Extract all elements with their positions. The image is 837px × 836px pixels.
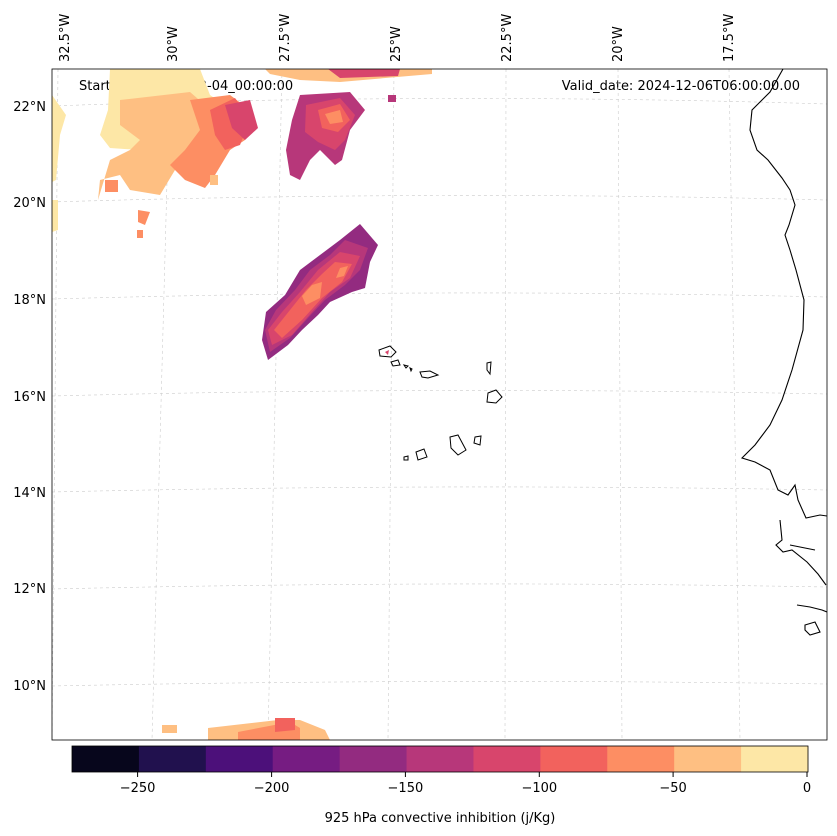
valid-date-label: Valid_date: 2024-12-06T06:00:00.00 <box>562 79 800 94</box>
lat-label-18N: 18°N <box>13 293 46 308</box>
colorbar-segment <box>473 746 541 772</box>
colorbar-segment <box>406 746 474 772</box>
colorbar-segment <box>741 746 809 772</box>
lon-label-25W: 25°W <box>389 26 404 62</box>
colorbar-segment <box>540 746 608 772</box>
cape-verde-islands <box>378 345 503 461</box>
lat-label-20N: 20°N <box>13 196 46 211</box>
cbar-tick-label: 0 <box>803 781 811 796</box>
colorbar-segment <box>607 746 675 772</box>
colorbar-segment <box>72 746 140 772</box>
lon-label-22.5W: 22.5°W <box>500 14 515 62</box>
cbar-tick-label: −150 <box>388 781 424 796</box>
cin-patch-northwest <box>52 95 66 182</box>
colorbar-frame <box>71 745 809 773</box>
cbar-tick-label: −50 <box>659 781 686 796</box>
lat-label-22N: 22°N <box>13 100 46 115</box>
cin-field <box>52 69 432 740</box>
cbar-tick-label: −250 <box>120 781 156 796</box>
cbar-tick-label: −100 <box>521 781 557 796</box>
colorbar-segment <box>138 746 207 772</box>
lon-label-27.5W: 27.5°W <box>278 14 293 62</box>
lat-label-14N: 14°N <box>13 486 46 501</box>
lon-label-30W: 30°W <box>166 26 181 62</box>
map-frame <box>51 68 828 741</box>
colorbar-title: 925 hPa convective inhibition (j/Kg) <box>325 811 556 826</box>
lat-label-12N: 12°N <box>13 582 46 597</box>
lat-label-16N: 16°N <box>13 390 46 405</box>
lon-label-32.5W: 32.5°W <box>58 14 73 62</box>
colorbar <box>72 746 809 772</box>
colorbar-segment <box>339 746 408 772</box>
colorbar-ticks: −250 −200 −150 −100 −50 0 <box>120 772 811 796</box>
lon-label-20W: 20°W <box>611 26 626 62</box>
longitude-labels: 32.5°W 30°W 27.5°W 25°W 22.5°W 20°W 17.5… <box>58 14 737 62</box>
colorbar-segment <box>674 746 742 772</box>
colorbar-segment <box>272 746 341 772</box>
latitude-labels: 22°N 20°N 18°N 16°N 14°N 12°N 10°N <box>13 100 46 694</box>
lon-label-17.5W: 17.5°W <box>722 14 737 62</box>
cbar-tick-label: −200 <box>254 781 290 796</box>
island-santo-antao <box>378 345 397 358</box>
gridlines <box>52 69 827 740</box>
africa-coastline <box>740 69 827 636</box>
map-area <box>52 69 827 740</box>
lat-label-10N: 10°N <box>13 679 46 694</box>
colorbar-segment <box>205 746 274 772</box>
